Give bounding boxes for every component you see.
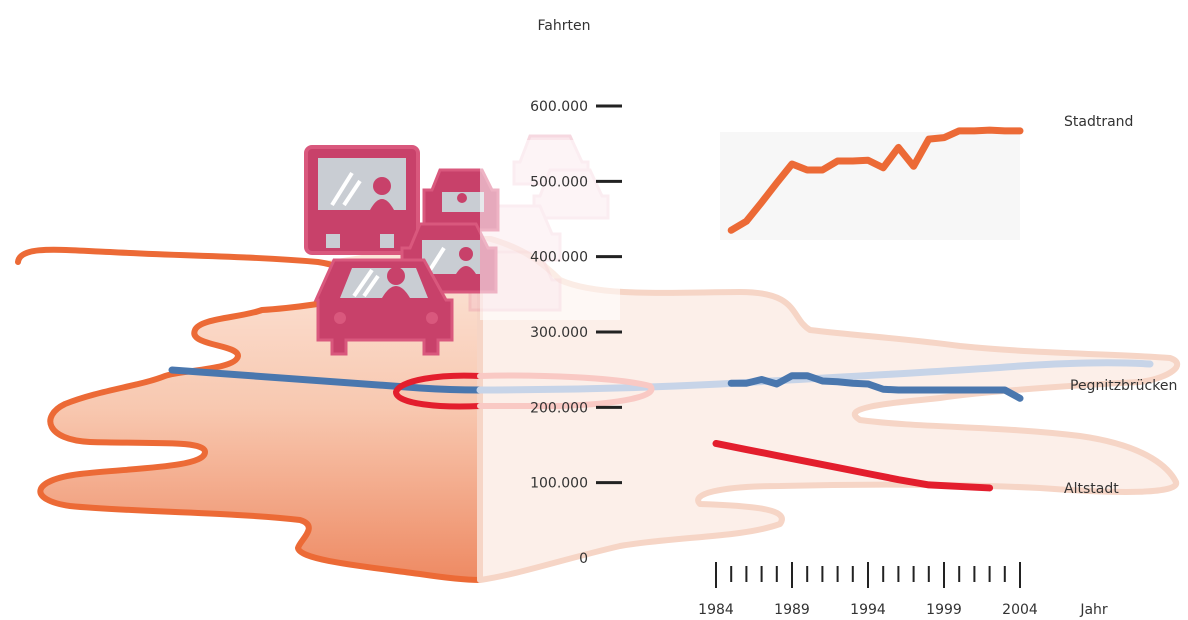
old-town-ring-right — [477, 372, 655, 409]
y-tick-label: 500.000 — [530, 174, 588, 190]
series-line-0 — [727, 126, 1024, 234]
x-tick-label: 2004 — [1002, 602, 1038, 618]
y-axis: 0 100.000 200.000 300.000 400.000 500.000 600.… — [530, 99, 622, 567]
map-right-faded — [477, 233, 1180, 583]
old-town-ring-left — [392, 372, 480, 410]
series-line-1 — [727, 372, 1024, 402]
x-tick-label: 1999 — [926, 602, 962, 618]
car-small-icon — [422, 168, 500, 232]
right-fade-veil — [480, 140, 620, 320]
y-tick-label: 0 — [579, 551, 588, 567]
series-line-2 — [712, 439, 994, 492]
car-front-icon — [313, 258, 454, 356]
x-axis: 1984 1989 1994 1999 2004 — [698, 562, 1038, 618]
x-tick-label: 1989 — [774, 602, 810, 618]
x-axis-title: Jahr — [1079, 602, 1108, 618]
y-tick-label: 100.000 — [530, 476, 588, 492]
x-tick-label: 1984 — [698, 602, 734, 618]
series-label-0: Stadtrand — [1064, 114, 1133, 130]
river-right — [476, 359, 1154, 394]
x-tick-label: 1994 — [850, 602, 886, 618]
bus-icon — [304, 145, 420, 255]
river-left — [168, 366, 480, 394]
series-group: Stadtrand Pegnitzbrücken Altstadt — [712, 114, 1177, 497]
y-tick-label: 300.000 — [530, 325, 588, 341]
stadtrand-panel — [720, 132, 1020, 240]
series-label-2: Altstadt — [1064, 481, 1119, 497]
y-tick-label: 200.000 — [530, 400, 588, 416]
y-axis-title: Fahrten — [538, 18, 591, 34]
y-tick-label: 400.000 — [530, 250, 588, 266]
series-label-1: Pegnitzbrücken — [1070, 378, 1177, 394]
y-tick-label: 600.000 — [530, 99, 588, 115]
